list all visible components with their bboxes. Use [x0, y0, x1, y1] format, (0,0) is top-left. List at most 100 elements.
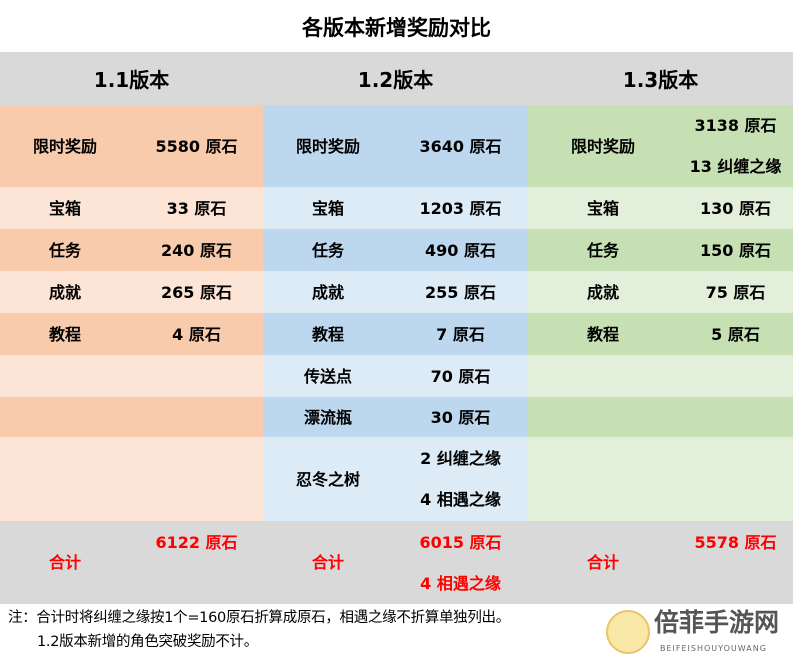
row-label: 漂流瓶 [263, 397, 393, 437]
total-row: 合计 5578 原石 [528, 521, 793, 604]
row-label-text: 限时奖励 [295, 136, 360, 156]
total-value: 5578 原石 [678, 522, 793, 605]
row-label: 成就 [528, 271, 678, 313]
total-label: 合计 [263, 521, 393, 604]
value-line: 13 纠缠之缘 [689, 157, 782, 176]
value-line: 490 原石 [425, 240, 496, 260]
row-label-text: 教程 [48, 324, 81, 344]
row-value: 5 原石 [678, 313, 793, 355]
table-row: 教程 7 原石 [263, 313, 528, 355]
row-value: 240 原石 [130, 229, 263, 271]
row-value [130, 437, 263, 521]
row-value: 2 纠缠之缘 4 相遇之缘 [393, 437, 528, 521]
table-row: 成就 255 原石 [263, 271, 528, 313]
table-row [528, 355, 793, 397]
row-value: 4 原石 [130, 313, 263, 355]
value-line: 7 原石 [436, 324, 485, 344]
row-value [678, 355, 793, 397]
row-label-text: 限时奖励 [32, 136, 97, 156]
table-row: 任务 490 原石 [263, 229, 528, 271]
row-label: 成就 [263, 271, 393, 313]
total-row: 合计 6122 原石 [0, 521, 263, 604]
row-value: 1203 原石 [393, 187, 528, 229]
row-label-text: 任务 [48, 240, 81, 260]
row-label-text: 教程 [311, 324, 344, 344]
row-value: 255 原石 [393, 271, 528, 313]
value-line: 5 原石 [711, 324, 760, 344]
row-label: 任务 [528, 229, 678, 271]
total-row: 合计 6015 原石 4 相遇之缘 [263, 521, 528, 604]
table-row: 成就 75 原石 [528, 271, 793, 313]
table-row [0, 397, 263, 437]
row-label: 成就 [0, 271, 130, 313]
table-row: 忍冬之树 2 纠缠之缘 4 相遇之缘 [263, 437, 528, 521]
footnote: 注：合计时将纠缠之缘按1个=160原石折算成原石，相遇之缘不折算单独列出。 1.… [8, 606, 598, 654]
row-label-text: 成就 [311, 282, 344, 302]
row-value: 33 原石 [130, 187, 263, 229]
table-row: 宝箱 33 原石 [0, 187, 263, 229]
footnote-line-1: 注：合计时将纠缠之缘按1个=160原石折算成原石，相遇之缘不折算单独列出。 [8, 610, 510, 626]
table-row: 成就 265 原石 [0, 271, 263, 313]
row-label-text: 宝箱 [586, 198, 619, 218]
version-header: 1.2版本 [357, 68, 434, 92]
row-label-text: 传送点 [303, 366, 352, 386]
value-line: 130 原石 [700, 198, 771, 218]
value-line: 70 原石 [430, 366, 491, 386]
table-title: 各版本新增奖励对比 [302, 16, 491, 40]
total-value-line: 6015 原石 [419, 533, 502, 552]
value-line: 30 原石 [430, 407, 491, 427]
row-value: 7 原石 [393, 313, 528, 355]
value-line: 150 原石 [700, 240, 771, 260]
row-value [678, 397, 793, 437]
total-label-text: 合计 [311, 553, 344, 572]
row-label [528, 355, 678, 397]
footnote-line-2: 1.2版本新增的角色突破奖励不计。 [37, 634, 258, 650]
total-value: 6015 原石 4 相遇之缘 [393, 522, 528, 605]
value-line: 240 原石 [161, 240, 232, 260]
total-label: 合计 [528, 521, 678, 604]
value-line: 2 纠缠之缘 [420, 449, 501, 468]
logo-text: 倍菲手游网 [654, 608, 780, 637]
row-label [0, 355, 130, 397]
row-label-text: 教程 [586, 324, 619, 344]
total-value: 6122 原石 [130, 522, 263, 605]
row-label-text: 成就 [586, 282, 619, 302]
value-line: 3640 原石 [419, 136, 502, 156]
row-label-text: 漂流瓶 [303, 407, 352, 427]
row-value: 5580 原石 [130, 105, 263, 187]
row-value: 30 原石 [393, 397, 528, 437]
row-label: 教程 [0, 313, 130, 355]
row-value [130, 397, 263, 437]
row-label-text: 宝箱 [48, 198, 81, 218]
row-value [678, 437, 793, 521]
row-label-text: 任务 [311, 240, 344, 260]
table-row: 教程 4 原石 [0, 313, 263, 355]
row-label: 教程 [528, 313, 678, 355]
row-label: 限时奖励 [528, 105, 678, 187]
row-label: 任务 [263, 229, 393, 271]
row-label: 忍冬之树 [263, 437, 393, 521]
value-line: 265 原石 [161, 282, 232, 302]
table-row: 宝箱 1203 原石 [263, 187, 528, 229]
value-line: 255 原石 [425, 282, 496, 302]
row-label: 传送点 [263, 355, 393, 397]
value-line: 33 原石 [166, 198, 227, 218]
row-label: 宝箱 [528, 187, 678, 229]
row-value: 265 原石 [130, 271, 263, 313]
row-label [528, 437, 678, 521]
table-row [528, 437, 793, 521]
row-label-text: 成就 [48, 282, 81, 302]
row-label: 限时奖励 [263, 105, 393, 187]
value-line: 3138 原石 [694, 116, 777, 135]
total-value-line: 5578 原石 [694, 533, 777, 552]
row-value: 3138 原石 13 纠缠之缘 [678, 105, 793, 187]
table-row: 限时奖励 5580 原石 [0, 105, 263, 187]
table-row [0, 437, 263, 521]
total-label-text: 合计 [48, 553, 81, 572]
row-value: 3640 原石 [393, 105, 528, 187]
row-label [0, 397, 130, 437]
logo-subtext: BEIFEISHOUYOUWANG [660, 644, 767, 653]
row-value [130, 355, 263, 397]
table-row: 任务 240 原石 [0, 229, 263, 271]
